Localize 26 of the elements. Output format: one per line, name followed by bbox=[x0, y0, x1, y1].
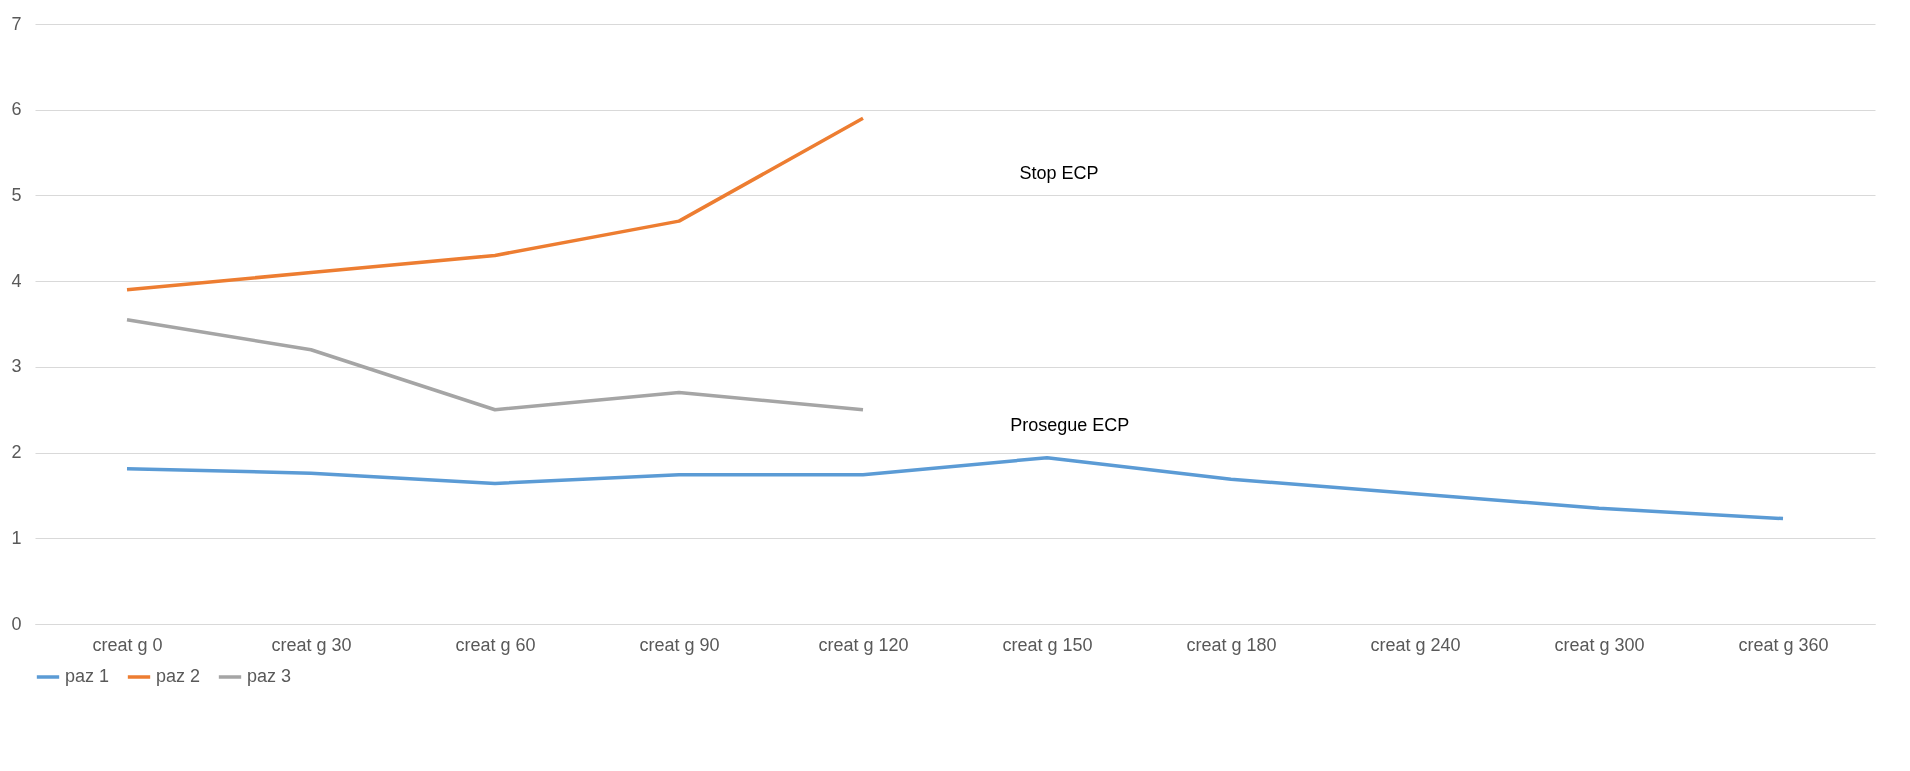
x-tick-label: creat g 30 bbox=[271, 634, 352, 655]
x-tick-label: creat g 120 bbox=[818, 634, 909, 655]
annotation: Stop ECP bbox=[1019, 163, 1099, 183]
x-tick-label: creat g 0 bbox=[92, 634, 163, 655]
legend-label: paz 2 bbox=[156, 666, 201, 686]
x-tick-label: creat g 300 bbox=[1554, 634, 1645, 655]
y-tick-label: 0 bbox=[11, 613, 22, 634]
y-tick-label: 3 bbox=[11, 356, 22, 377]
x-tick-label: creat g 60 bbox=[455, 634, 536, 655]
x-tick-label: creat g 150 bbox=[1002, 634, 1093, 655]
x-tick-label: creat g 90 bbox=[639, 634, 720, 655]
y-tick-label: 7 bbox=[11, 13, 22, 34]
x-tick-label: creat g 240 bbox=[1370, 634, 1461, 655]
legend-label: paz 3 bbox=[247, 666, 292, 686]
line-series bbox=[125, 455, 1785, 521]
annotation: Prosegue ECP bbox=[1010, 415, 1130, 435]
y-tick-label: 2 bbox=[11, 442, 22, 463]
x-tick-label: creat g 360 bbox=[1738, 634, 1829, 655]
line-series bbox=[125, 116, 865, 292]
x-tick-label: creat g 180 bbox=[1186, 634, 1277, 655]
legend-label: paz 1 bbox=[65, 666, 110, 686]
y-tick-label: 5 bbox=[11, 184, 22, 205]
y-tick-label: 4 bbox=[11, 270, 22, 291]
y-tick-label: 1 bbox=[11, 527, 22, 548]
line-series bbox=[125, 317, 865, 412]
y-tick-label: 6 bbox=[11, 99, 22, 120]
